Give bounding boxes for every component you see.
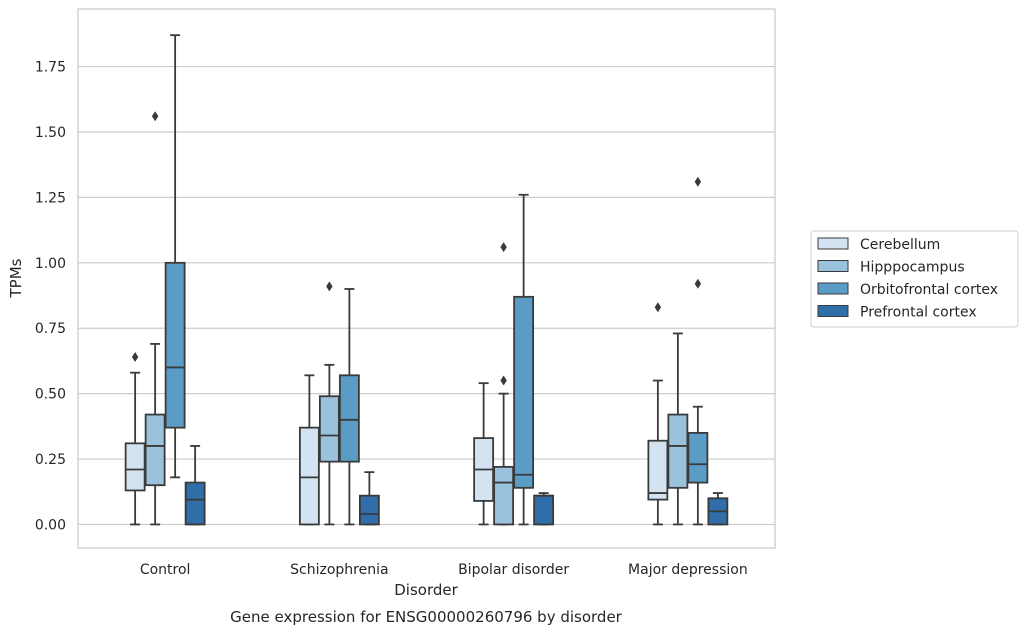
x-axis-label: Disorder	[394, 581, 458, 599]
y-tick-label: 0.75	[35, 321, 66, 337]
box-group	[124, 351, 146, 526]
plot-area-frame	[77, 8, 776, 549]
box-group	[493, 242, 515, 526]
y-tick-label: 1.75	[35, 60, 66, 76]
box-iqr	[184, 481, 206, 526]
box-group	[707, 492, 729, 526]
y-tick-label: 0.25	[35, 452, 66, 468]
x-axis-ticks: Control Schizophrenia Bipolar disorder Majo…	[140, 562, 748, 578]
outlier-point	[654, 302, 662, 313]
box-group	[533, 492, 555, 526]
x-tick-label: Control	[140, 562, 191, 578]
box-group	[144, 111, 166, 526]
outlier-point	[500, 242, 507, 253]
box-group	[318, 281, 340, 526]
box-group	[338, 288, 360, 526]
chart-caption: Gene expression for ENSG00000260796 by d…	[230, 608, 623, 626]
x-tick-label: Schizophrenia	[290, 562, 388, 578]
box-iqr	[124, 442, 146, 492]
box-iqr	[493, 465, 515, 526]
box-iqr	[338, 374, 360, 463]
box-group	[473, 382, 495, 526]
outlier-point	[131, 351, 139, 362]
outlier-point	[500, 375, 507, 386]
legend-swatch	[817, 237, 849, 250]
x-tick-label: Major depression	[628, 562, 748, 578]
outlier-point	[694, 278, 702, 289]
box-iqr	[298, 426, 320, 526]
legend-label: Orbitofrontal cortex	[860, 282, 998, 298]
legend-swatch	[817, 260, 849, 272]
y-axis-label: TPMs	[7, 258, 25, 298]
legend: Cerebellum Hipppocampus Orbitofrontal cort…	[810, 230, 1019, 328]
box-iqr	[667, 413, 689, 489]
outlier-point	[151, 111, 159, 122]
box-iqr	[358, 494, 380, 526]
x-tick-label: Bipolar disorder	[458, 562, 569, 578]
legend-swatch	[817, 305, 849, 317]
box-layer	[124, 34, 729, 526]
box-iqr	[513, 295, 535, 489]
box-group	[667, 332, 689, 526]
box-group	[687, 176, 709, 526]
legend-swatch	[817, 282, 849, 295]
legend-label: Hipppocampus	[860, 260, 965, 276]
box-iqr	[647, 439, 669, 501]
grid-layer	[78, 65, 775, 526]
box-group	[513, 193, 535, 526]
box-group	[184, 445, 206, 526]
box-group	[298, 374, 320, 526]
box-iqr	[687, 431, 709, 484]
box-iqr	[164, 261, 186, 429]
legend-label: Cerebellum	[860, 237, 940, 253]
box-iqr	[318, 395, 340, 463]
outlier-point	[694, 176, 702, 187]
legend-frame	[810, 230, 1019, 328]
y-tick-label: 1.50	[35, 125, 66, 141]
box-group	[647, 302, 669, 526]
y-tick-label: 0.50	[35, 387, 66, 403]
box-iqr	[533, 494, 555, 526]
box-group	[164, 34, 186, 479]
outlier-point	[326, 281, 333, 292]
box-iqr	[144, 413, 166, 487]
y-tick-label: 0.00	[35, 517, 66, 533]
y-axis-ticks: 0.00 0.25 0.50 0.75 1.00 1.25 1.50 1.75	[35, 60, 66, 534]
legend-label: Prefrontal cortex	[860, 305, 977, 321]
box-group	[358, 471, 380, 526]
y-tick-label: 1.25	[35, 190, 66, 206]
y-tick-label: 1.00	[35, 256, 66, 272]
